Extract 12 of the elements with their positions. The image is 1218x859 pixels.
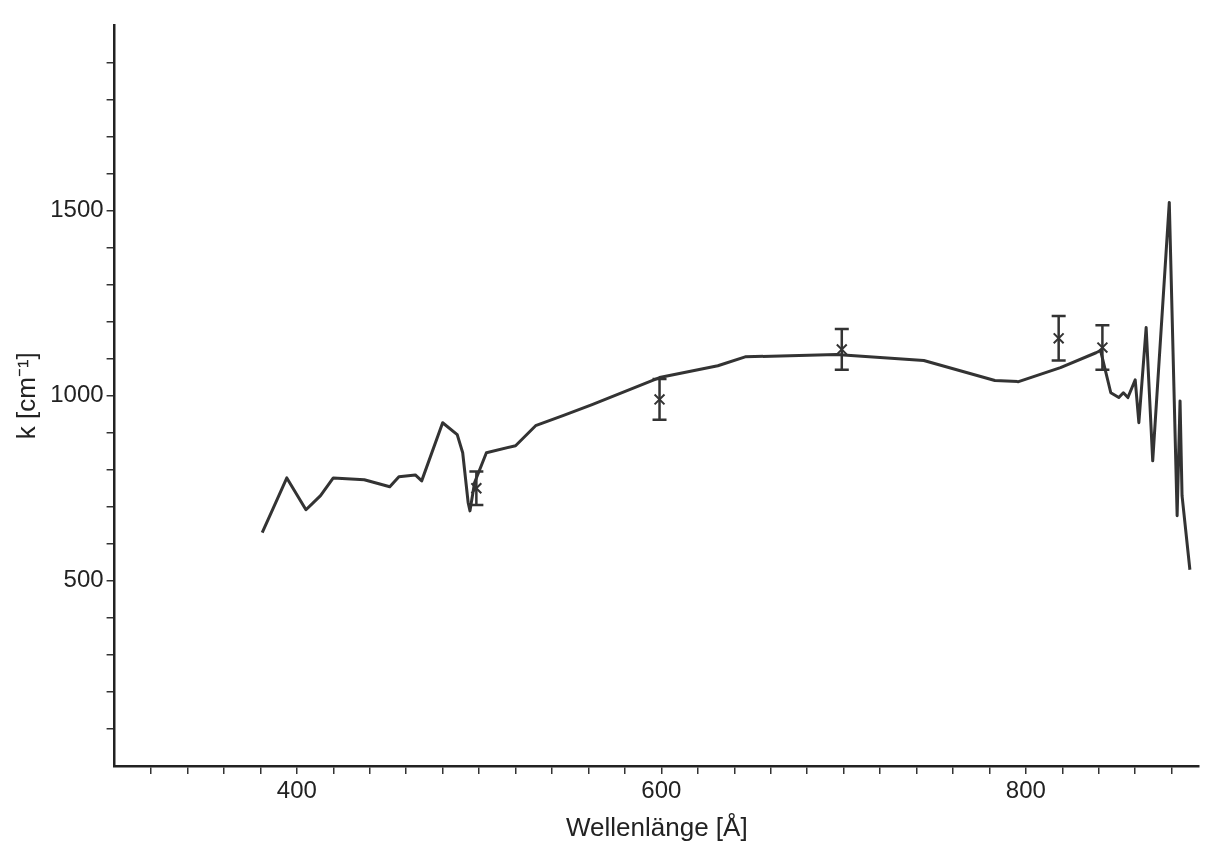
x-axis-title: Wellenlänge [Å]	[565, 811, 748, 842]
y-tick-label: 500	[63, 565, 104, 593]
y-axis-title: k [cm⁻¹]	[10, 352, 41, 440]
x-tick-label: 800	[1005, 776, 1046, 804]
point	[1096, 341, 1109, 354]
x-tick-label: 400	[276, 776, 317, 804]
x-tick-label: 600	[641, 776, 682, 804]
point	[1052, 332, 1065, 345]
point	[653, 393, 666, 406]
y-tick-label: 1500	[50, 195, 104, 223]
y-tick-label: 1000	[50, 380, 104, 408]
point	[470, 482, 483, 495]
